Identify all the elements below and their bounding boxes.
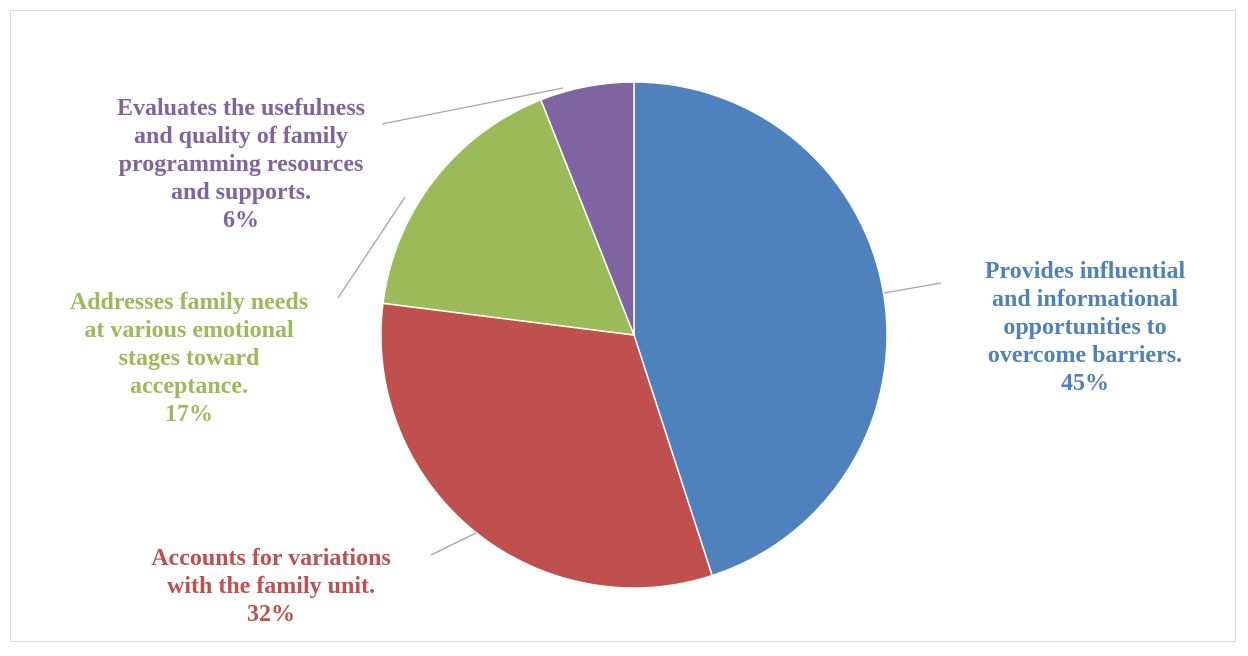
pie-slice-barriers: [633, 81, 888, 577]
leader-line-emotional-stages: [337, 196, 406, 299]
pie-slice-variations: [380, 302, 714, 589]
slice-percent-variations: 32%: [247, 601, 295, 627]
slice-percent-barriers: 45%: [1061, 370, 1109, 396]
slice-percent-emotional-stages: 17%: [165, 401, 213, 427]
leader-line-variations: [430, 532, 477, 556]
leader-line-usefulness: [381, 87, 564, 125]
slice-label-barriers: Provides influential and informational o…: [935, 229, 1235, 425]
pie-slice-emotional-stages: [382, 98, 636, 336]
leader-line-barriers: [883, 282, 942, 294]
slice-label-emotional-stages: Addresses family needs at various emotio…: [24, 260, 354, 456]
slice-label-usefulness: Evaluates the usefulness and quality of …: [61, 66, 421, 262]
slice-percent-usefulness: 6%: [223, 207, 259, 233]
slice-label-variations: Accounts for variations with the family …: [106, 516, 436, 656]
pie-slice-usefulness: [539, 81, 635, 336]
